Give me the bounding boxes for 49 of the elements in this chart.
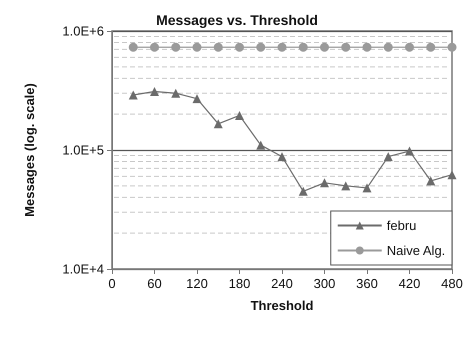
point xyxy=(214,42,223,52)
point xyxy=(384,152,393,162)
x-tick-label: 300 xyxy=(314,276,336,291)
point xyxy=(235,42,244,52)
x-axis-title: Threshold xyxy=(250,298,314,313)
point xyxy=(298,42,308,52)
point xyxy=(405,42,414,52)
point xyxy=(362,42,372,52)
point xyxy=(256,42,266,52)
y-tick-label: 1.0E+5 xyxy=(62,142,104,158)
x-tick-label: 480 xyxy=(441,276,463,291)
point xyxy=(171,88,180,98)
legend-label: febru xyxy=(386,218,416,233)
point xyxy=(384,42,393,52)
point xyxy=(426,176,436,186)
x-tick-label: 180 xyxy=(228,276,250,291)
point xyxy=(192,42,202,52)
point xyxy=(320,42,329,52)
point xyxy=(171,42,180,52)
chart-title: Messages vs. Threshold xyxy=(156,12,318,28)
point xyxy=(448,170,456,180)
point xyxy=(448,42,456,52)
point xyxy=(362,183,372,192)
x-tick-label: 360 xyxy=(356,276,378,291)
y-tick-label: 1.0E+4 xyxy=(62,262,104,276)
x-tick-label: 60 xyxy=(147,276,162,291)
point xyxy=(150,42,159,52)
point xyxy=(298,186,308,196)
point xyxy=(128,42,138,52)
point xyxy=(192,94,202,104)
point xyxy=(320,178,329,188)
point xyxy=(278,42,286,52)
x-tick-label: 120 xyxy=(186,276,208,291)
x-tick-label: 240 xyxy=(271,276,293,291)
point xyxy=(128,90,138,100)
x-tick-label: 420 xyxy=(398,276,420,291)
point xyxy=(214,119,223,128)
x-tick-label: 0 xyxy=(108,276,116,291)
y-axis-title: Messages (log. scale) xyxy=(22,83,37,217)
legend-label: Naive Alg. xyxy=(386,243,446,258)
point xyxy=(341,42,350,52)
point xyxy=(405,146,414,156)
point xyxy=(341,181,350,190)
y-tick-label: 1.0E+6 xyxy=(62,24,104,38)
point xyxy=(256,140,266,150)
point xyxy=(235,110,244,120)
point xyxy=(150,87,159,96)
point xyxy=(278,152,286,162)
point xyxy=(426,42,436,52)
